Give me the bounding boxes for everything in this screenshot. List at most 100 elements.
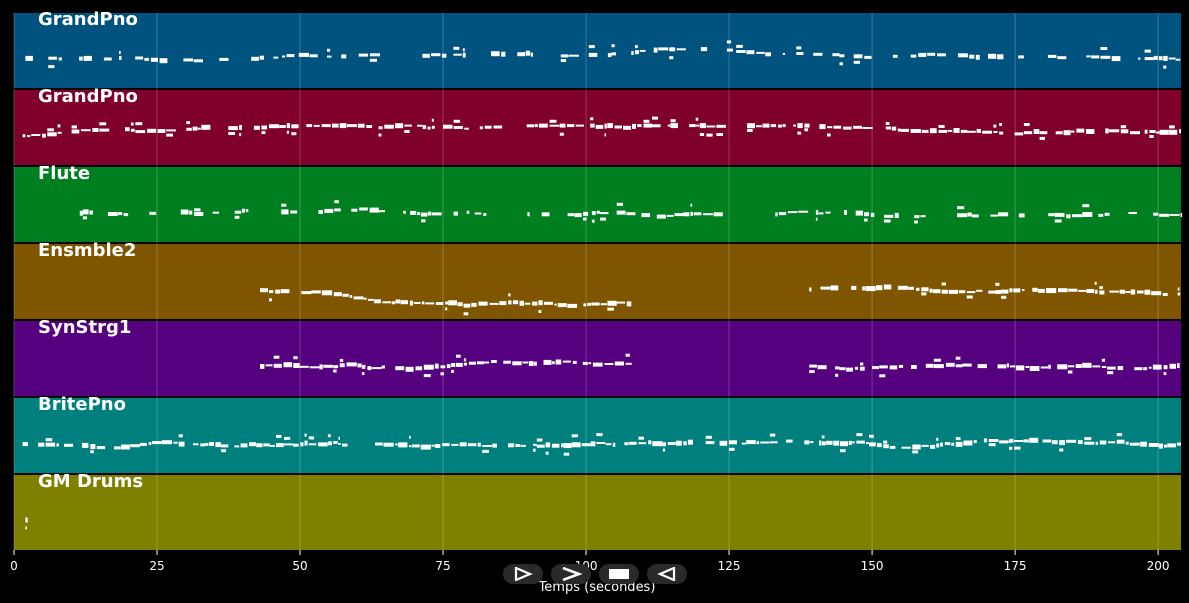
note: [1134, 367, 1143, 371]
stop-button[interactable]: [599, 564, 639, 584]
note: [1078, 289, 1087, 292]
note: [383, 442, 394, 447]
note: [883, 284, 892, 290]
note: [1009, 288, 1013, 293]
note: [813, 52, 823, 56]
note: [832, 53, 840, 57]
note: [853, 60, 860, 64]
note: [572, 360, 577, 364]
note: [338, 443, 341, 445]
note: [941, 289, 948, 294]
note: [378, 126, 383, 130]
note: [969, 54, 975, 59]
note: [1117, 366, 1124, 371]
note: [459, 442, 467, 447]
note: [1130, 289, 1136, 295]
note: [897, 128, 901, 132]
note: [339, 123, 347, 129]
note: [885, 122, 890, 125]
note: [1023, 439, 1029, 443]
note: [588, 362, 592, 365]
track-name: BritePno: [38, 394, 126, 415]
note: [936, 437, 939, 441]
note: [273, 355, 280, 359]
note: [482, 449, 489, 453]
note: [933, 364, 944, 369]
note: [921, 287, 929, 292]
note: [804, 128, 809, 132]
note: [144, 57, 149, 61]
forward-button[interactable]: [551, 564, 591, 584]
note: [300, 442, 304, 447]
note: [839, 54, 845, 58]
stop-icon: [609, 569, 629, 579]
note: [1001, 295, 1007, 299]
note: [71, 125, 77, 129]
note: [492, 443, 497, 448]
note: [864, 218, 868, 222]
note: [625, 362, 632, 365]
note: [25, 526, 27, 530]
note: [453, 46, 460, 50]
note: [503, 360, 511, 364]
x-tick-label: 150: [861, 559, 884, 573]
note: [1180, 213, 1183, 217]
note: [378, 133, 382, 137]
note: [736, 44, 743, 48]
note: [346, 124, 357, 128]
note: [995, 290, 1002, 294]
note: [976, 128, 981, 133]
note: [64, 443, 74, 447]
play-button[interactable]: [503, 564, 543, 584]
note: [471, 302, 477, 307]
note: [130, 122, 134, 126]
note: [716, 124, 726, 128]
note: [872, 366, 879, 370]
note: [260, 364, 265, 369]
note: [339, 363, 345, 368]
note: [918, 52, 927, 57]
note: [563, 452, 570, 456]
rewind-button[interactable]: [647, 564, 687, 584]
note: [809, 441, 814, 444]
note: [551, 361, 555, 365]
note: [927, 52, 936, 56]
note: [512, 300, 519, 305]
note: [955, 441, 963, 447]
note: [1149, 130, 1156, 133]
note: [638, 442, 647, 445]
note: [152, 441, 162, 445]
note: [200, 443, 205, 447]
note: [178, 441, 185, 447]
note: [999, 123, 1002, 126]
note: [228, 132, 235, 135]
note: [282, 55, 286, 58]
note: [276, 443, 284, 448]
note: [135, 130, 146, 134]
note: [703, 213, 713, 216]
note: [47, 132, 57, 137]
note: [827, 133, 831, 137]
note: [130, 128, 135, 132]
note: [409, 445, 412, 448]
note: [448, 300, 457, 306]
note: [1101, 358, 1105, 362]
note: [342, 443, 348, 447]
note: [687, 439, 693, 445]
note: [591, 211, 596, 216]
note: [1140, 441, 1147, 447]
note: [1143, 367, 1148, 371]
note: [966, 291, 976, 294]
note: [1179, 129, 1181, 134]
note: [809, 364, 817, 368]
note: [1023, 123, 1030, 126]
note: [45, 442, 56, 447]
note: [637, 124, 642, 128]
note: [183, 58, 194, 62]
note: [478, 301, 488, 306]
note: [135, 122, 143, 126]
note: [563, 443, 572, 449]
note: [953, 128, 960, 133]
note: [1094, 281, 1097, 285]
note: [921, 444, 929, 447]
